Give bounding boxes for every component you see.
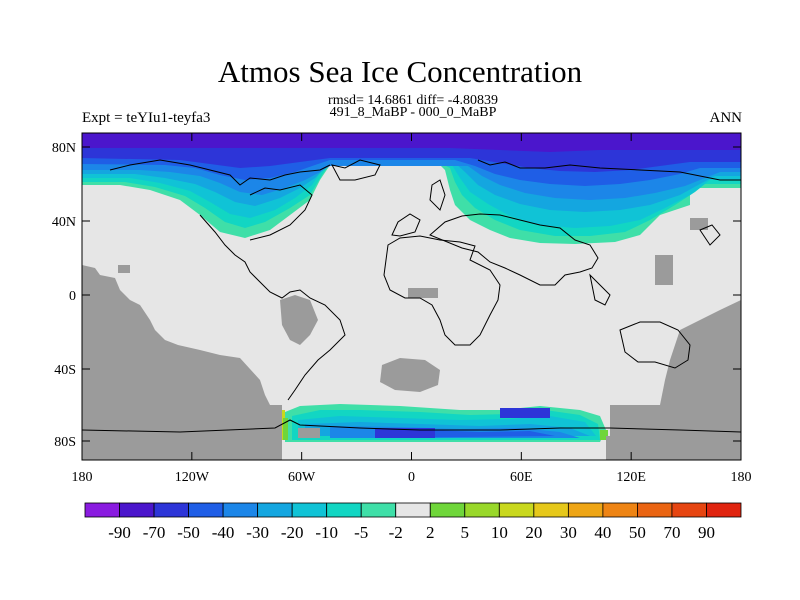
x-tick-label: 0 [408,470,415,485]
colorbar: -90 -70 -50 -40 -30 -20 -10 -5 -2 2 5 10 20 30 40 50 70 9… [84,502,742,542]
colorbar-swatch [119,502,155,518]
colorbar-swatch [706,502,742,518]
experiment-label: Expt = teYIu1-teyfa3 [82,110,211,126]
colorbar-label: 70 [663,523,680,542]
y-tick-label: 40S [54,363,76,378]
colorbar-label: 10 [491,523,508,542]
colorbar-label: -2 [389,523,403,542]
colorbar-swatch [326,502,362,518]
colorbar-swatch [188,502,224,518]
colorbar-swatch [567,502,604,518]
coastlines [82,159,741,433]
colorbar-label: 30 [560,523,577,542]
colorbar-label: 40 [594,523,611,542]
x-tick-label: 60W [288,470,316,485]
y-tick-label: 80N [52,141,76,156]
colorbar-swatch [360,502,397,518]
y-tick-label: 0 [69,289,76,304]
x-tick-label: 60E [510,470,533,485]
colorbar-swatch [429,502,466,518]
colorbar-swatch [498,502,535,518]
colorbar-swatch [222,502,259,518]
x-tick-label: 180 [731,470,752,485]
x-tick-label: 180 [72,470,93,485]
x-tick-label: 120E [616,470,646,485]
colorbar-label: 20 [525,523,542,542]
colorbar-label: 5 [461,523,470,542]
colorbar-swatch [84,502,120,518]
colorbar-swatch [533,502,569,518]
land-mask [82,218,741,460]
colorbar-label: 90 [698,523,715,542]
colorbar-label: -20 [281,523,304,542]
colorbar-swatch [464,502,500,518]
comparison-label: 491_8_MaBP - 000_0_MaBP [329,105,497,120]
season-label: ANN [709,110,743,126]
colorbar-swatch [395,502,431,518]
colorbar-label: -5 [354,523,368,542]
stats-line: rmsd= 14.6861 diff= -4.80839 [328,93,498,108]
colorbar-label: 2 [426,523,435,542]
colorbar-swatch [637,502,673,518]
colorbar-label: -70 [143,523,166,542]
colorbar-swatch [291,502,328,518]
x-tick-label: 120W [175,470,210,485]
y-tick-label: 80S [54,435,76,450]
x-axis: 180 120W 60W 0 60E 120E 180 [72,133,752,485]
arctic-anomaly [82,133,741,244]
y-tick-label: 40N [52,215,76,230]
colorbar-swatch [602,502,638,518]
colorbar-label: 50 [629,523,646,542]
colorbar-label: -40 [212,523,235,542]
chart-title: Atmos Sea Ice Concentration [217,54,583,89]
colorbar-swatch [153,502,189,518]
colorbar-label: -30 [246,523,269,542]
colorbar-label: -10 [315,523,338,542]
antarctic-anomaly [278,404,608,442]
y-axis: 80N 40N 0 40S 80S [52,141,741,450]
colorbar-swatch [671,502,707,518]
colorbar-swatch [257,502,293,518]
colorbar-label: -90 [108,523,131,542]
colorbar-label: -50 [177,523,200,542]
